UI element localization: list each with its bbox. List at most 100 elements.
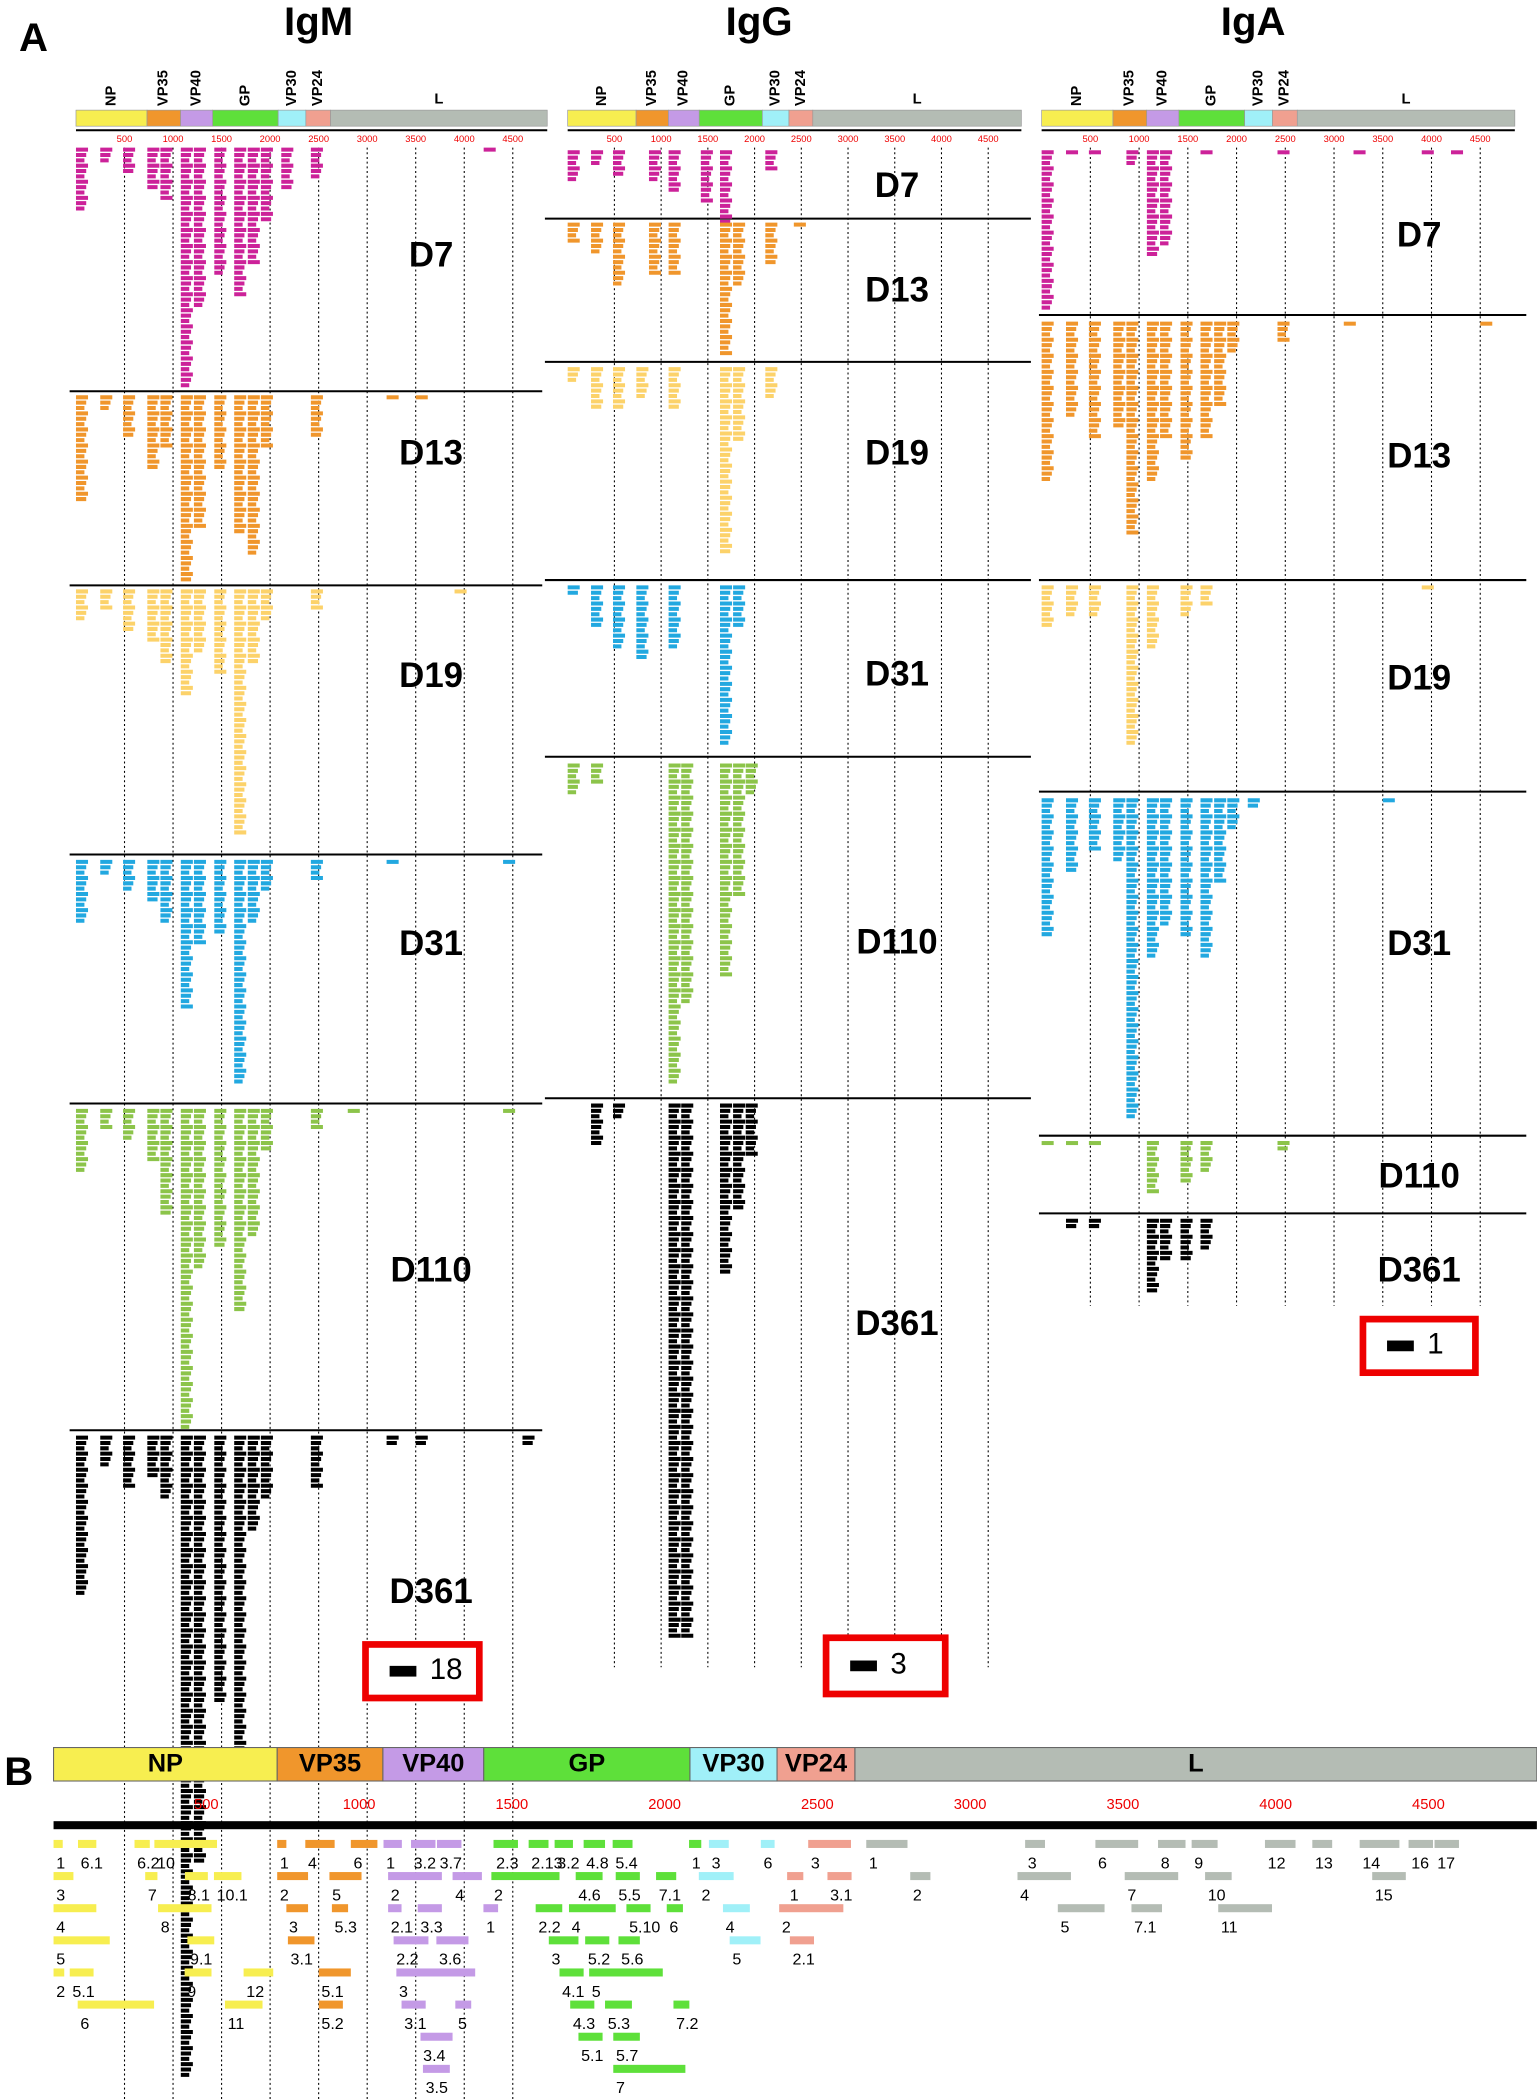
- x-tick-label: 4000: [1259, 1797, 1292, 1813]
- x-tick-label: 3000: [838, 134, 859, 144]
- epitope-cluster: [1180, 798, 1193, 937]
- axis-line: [53, 1821, 1537, 1830]
- epitope-cluster: [75, 1108, 89, 1172]
- epitope-cluster: [147, 589, 160, 642]
- epitope: [787, 1872, 804, 1881]
- x-tick-label: 500: [194, 1797, 219, 1813]
- epitope-cluster: [100, 1435, 113, 1467]
- epitope-cluster: [75, 147, 89, 211]
- x-tick-label: 4000: [1421, 134, 1442, 144]
- epitope-cluster: [247, 1108, 260, 1237]
- epitope-cluster: [522, 1435, 535, 1445]
- epitope-cluster: [160, 1108, 173, 1215]
- epitope: [618, 1936, 640, 1945]
- epitope-cluster: [147, 1108, 160, 1162]
- epitope-cluster: [234, 859, 247, 1084]
- epitope-label: 6: [80, 2015, 89, 2033]
- protein-label: GP: [237, 85, 253, 106]
- protein-label: VP30: [768, 70, 784, 106]
- epitope: [77, 2000, 155, 2009]
- x-tick-label: 1500: [1177, 134, 1198, 144]
- epitope-cluster: [247, 859, 260, 923]
- x-tick-label: 2500: [1275, 134, 1296, 144]
- epitope: [1264, 1839, 1296, 1848]
- epitope-cluster: [123, 1108, 136, 1140]
- timepoint-label: D19: [1387, 659, 1451, 698]
- epitope-cluster: [719, 367, 733, 554]
- epitope: [491, 1872, 560, 1881]
- epitope: [420, 2032, 453, 2041]
- protein-label: GP: [568, 1750, 605, 1778]
- epitope-cluster: [567, 222, 580, 243]
- epitope: [575, 1872, 603, 1881]
- column-title: IgG: [726, 0, 793, 44]
- epitope-label: 3.7: [440, 1854, 462, 1872]
- x-tick-label: 4500: [502, 134, 523, 144]
- epitope-cluster: [668, 763, 681, 1084]
- epitope-cluster: [214, 395, 227, 469]
- epitope-cluster: [247, 589, 260, 664]
- x-tick-label: 1000: [651, 134, 672, 144]
- protein-label: L: [434, 91, 443, 107]
- epitope-cluster: [1146, 321, 1159, 481]
- epitope-cluster: [160, 147, 173, 200]
- epitope-label: 13: [1315, 1854, 1333, 1872]
- epitope-label: 2.1: [793, 1951, 815, 1969]
- epitope-label: 2: [702, 1886, 711, 1904]
- epitope: [493, 1839, 518, 1848]
- epitope-cluster: [733, 763, 746, 897]
- epitope-label: 6: [764, 1854, 773, 1872]
- x-tick-label: 3000: [357, 134, 378, 144]
- epitope-cluster: [180, 147, 193, 388]
- epitope-cluster: [1227, 798, 1240, 830]
- epitope-cluster: [591, 367, 604, 409]
- epitope-cluster: [1113, 321, 1126, 428]
- epitope-cluster: [567, 585, 580, 595]
- epitope-label: 8: [161, 1919, 170, 1937]
- x-tick-label: 500: [1083, 134, 1099, 144]
- epitope-cluster: [147, 1435, 160, 1478]
- epitope-cluster: [100, 1108, 113, 1129]
- protein-label: GP: [723, 85, 739, 106]
- legend-swatch: [1387, 1340, 1414, 1352]
- epitope: [1312, 1839, 1333, 1848]
- protein-segment: [483, 1747, 691, 1782]
- epitope-cluster: [75, 395, 89, 502]
- epitope-cluster: [612, 1103, 626, 1119]
- epitope: [1359, 1839, 1400, 1848]
- epitope-cluster: [719, 1103, 733, 1274]
- epitope-cluster: [733, 585, 746, 627]
- epitope: [145, 1872, 158, 1881]
- epitope-label: 2.2: [396, 1951, 418, 1969]
- epitope: [184, 1872, 208, 1881]
- x-tick-label: 3000: [1324, 134, 1345, 144]
- epitope-label: 5.1: [581, 2047, 603, 2065]
- epitope: [1191, 1839, 1218, 1848]
- epitope-cluster: [1277, 150, 1290, 155]
- epitope: [53, 1839, 63, 1848]
- x-tick-label: 3500: [1372, 134, 1393, 144]
- epitope-cluster: [483, 147, 496, 152]
- epitope-label: 3: [712, 1854, 721, 1872]
- protein-segment: [277, 109, 307, 127]
- epitope-label: 3: [399, 1983, 408, 2001]
- x-tick-label: 4500: [1412, 1797, 1445, 1813]
- protein-label: VP30: [1250, 70, 1266, 106]
- protein-segment: [330, 109, 548, 127]
- epitope-cluster: [681, 1103, 694, 1638]
- timepoint-label: D361: [1378, 1250, 1461, 1289]
- epitope: [656, 1872, 677, 1881]
- epitope-cluster: [100, 147, 113, 163]
- epitope-label: 1: [869, 1854, 878, 1872]
- epitope-cluster: [160, 589, 173, 664]
- epitope-cluster: [180, 395, 193, 582]
- column-title: IgM: [284, 0, 353, 44]
- epitope-label: 15: [1375, 1886, 1393, 1904]
- epitope-cluster: [765, 150, 778, 171]
- epitope: [570, 2000, 595, 2009]
- protein-label: VP30: [284, 70, 300, 106]
- timepoint-label: D110: [856, 922, 937, 961]
- epitope-label: 11: [228, 2015, 245, 2033]
- epitope: [1408, 1839, 1434, 1848]
